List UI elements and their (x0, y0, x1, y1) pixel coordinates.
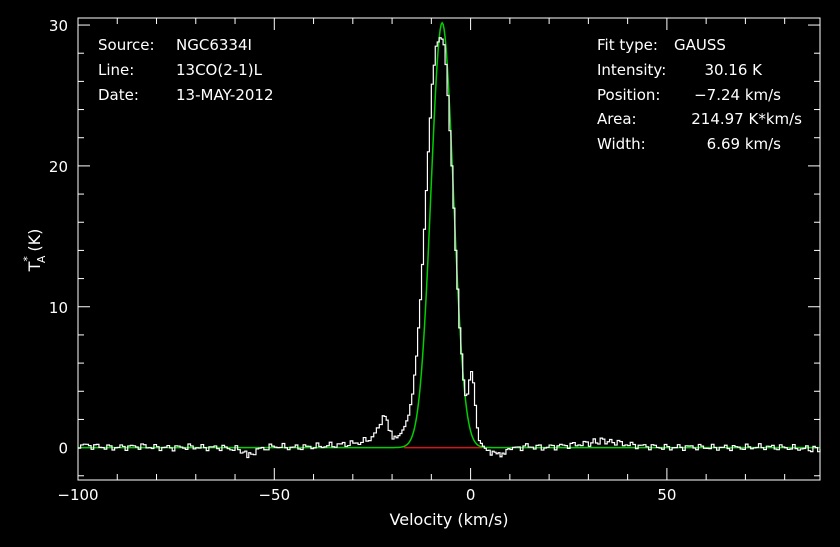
x-tick-label: −100 (57, 486, 98, 504)
info-right-value-1: 30.16 K (704, 61, 763, 79)
y-axis-title-unit: (K) (25, 229, 44, 252)
info-left: Source: NGC6334I Line: 13CO(2-1)L Date: … (98, 36, 274, 104)
info-left-key-0: Source: (98, 36, 155, 54)
tick-labels: −100 −50 0 50 0 10 20 30 (49, 17, 677, 504)
plot-area (78, 21, 821, 459)
plot-frame (77, 17, 821, 481)
info-right: Fit type: GAUSS Intensity: 30.16 K Posit… (597, 36, 802, 153)
info-right-value-3: 214.97 K*km/s (691, 110, 802, 128)
info-right-value-4: 6.69 km/s (707, 135, 782, 153)
info-right-key-4: Width: (597, 135, 646, 153)
y-tick-label: 10 (49, 299, 68, 317)
info-left-key-2: Date: (98, 86, 139, 104)
y-tick-label: 20 (49, 158, 68, 176)
info-right-key-0: Fit type: (597, 36, 658, 54)
y-axis-title-sup: * (21, 256, 34, 262)
info-left-value-1: 13CO(2-1)L (176, 61, 263, 79)
info-right-value-0: GAUSS (674, 36, 726, 54)
x-tick-label: 0 (466, 486, 476, 504)
info-right-key-3: Area: (597, 110, 637, 128)
svg-text:T*A(K): T*A (K) (21, 229, 48, 273)
x-axis-title: Velocity (km/s) (390, 510, 509, 529)
info-right-key-2: Position: (597, 86, 660, 104)
x-tick-label: 50 (657, 486, 676, 504)
x-tick-label: −50 (258, 486, 290, 504)
info-left-key-1: Line: (98, 61, 134, 79)
axis-ticks (77, 18, 820, 480)
info-right-value-2: −7.24 km/s (694, 86, 781, 104)
info-left-value-2: 13-MAY-2012 (176, 86, 274, 104)
info-left-value-0: NGC6334I (176, 36, 252, 54)
y-axis-title-base: T (25, 261, 44, 272)
y-tick-label: 30 (49, 17, 68, 35)
info-right-key-1: Intensity: (597, 61, 666, 79)
y-axis-title-sub: A (35, 255, 48, 263)
observed-spectrum-line (78, 37, 821, 459)
y-axis-title: T*A (K) (21, 229, 48, 273)
y-tick-label: 0 (58, 440, 68, 458)
